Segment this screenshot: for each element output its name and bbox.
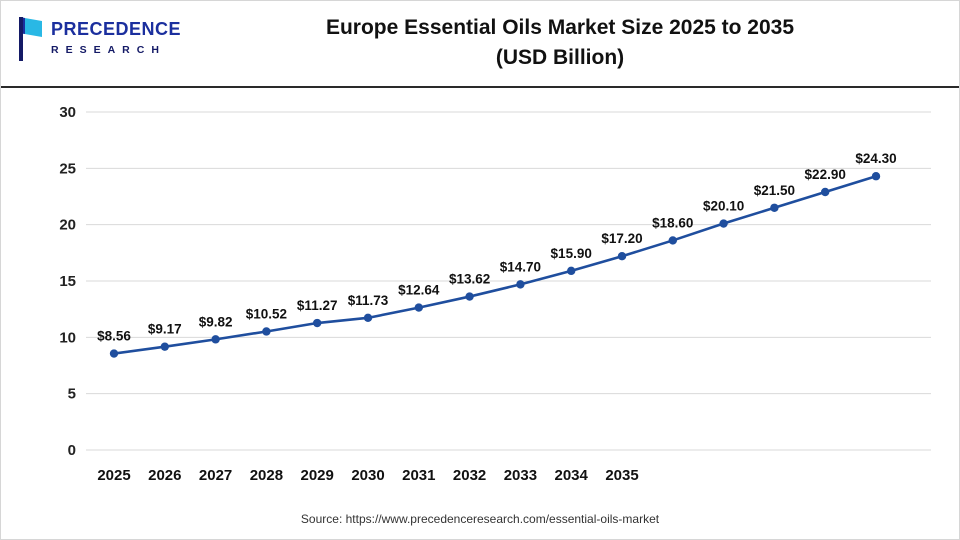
data-point-label: $14.70 bbox=[500, 259, 541, 274]
data-point bbox=[719, 219, 728, 228]
y-tick-label: 0 bbox=[68, 442, 76, 459]
data-point bbox=[617, 252, 627, 261]
data-point-label: $8.56 bbox=[97, 329, 131, 344]
data-point bbox=[871, 172, 881, 181]
line-chart: 0 5 10 15 20 25 30 2025 2026 2027 2028 2029 2030 2031… bbox=[1, 88, 960, 505]
data-point-label: $15.90 bbox=[551, 246, 592, 261]
logo-line1: PRECEDENCE bbox=[51, 19, 182, 39]
x-tick-label: 2035 bbox=[605, 467, 638, 484]
y-tick-label: 10 bbox=[59, 329, 76, 346]
data-point-label: $9.82 bbox=[199, 314, 233, 329]
data-point bbox=[313, 318, 322, 328]
data-point bbox=[821, 187, 830, 197]
data-point bbox=[160, 342, 169, 351]
logo-line2: RESEARCH bbox=[51, 44, 166, 56]
data-point-label: $21.50 bbox=[754, 183, 795, 198]
data-point bbox=[414, 303, 423, 312]
y-tick-label: 15 bbox=[59, 273, 76, 290]
data-point-label: $20.10 bbox=[703, 199, 744, 214]
data-point bbox=[363, 313, 373, 323]
data-point-label: $24.30 bbox=[855, 151, 896, 166]
data-point-label: $13.62 bbox=[449, 272, 490, 287]
footer: Source: https://www.precedenceresearch.c… bbox=[1, 505, 959, 539]
logo-text: PRECEDENCE RESEARCH bbox=[51, 15, 181, 56]
chart-title-line2: (USD Billion) bbox=[495, 46, 625, 69]
chart-title: Europe Essential Oils Market Size 2025 t… bbox=[161, 13, 959, 73]
x-tick-label: 2033 bbox=[504, 467, 537, 484]
y-tick-label: 5 bbox=[68, 386, 76, 403]
data-point-label: $18.60 bbox=[652, 215, 693, 230]
header: PRECEDENCE RESEARCH Europe Essential Oil… bbox=[1, 1, 959, 88]
y-tick-label: 25 bbox=[59, 160, 76, 177]
data-point-label: $10.52 bbox=[246, 306, 287, 321]
y-tick-label: 30 bbox=[59, 104, 76, 121]
data-point bbox=[262, 327, 271, 336]
data-point-label: $22.90 bbox=[805, 167, 846, 182]
y-tick-label: 20 bbox=[59, 217, 76, 234]
x-tick-label: 2026 bbox=[148, 467, 181, 484]
x-tick-label: 2034 bbox=[555, 467, 589, 484]
chart-title-line1: Europe Essential Oils Market Size 2025 t… bbox=[325, 16, 795, 39]
precedence-research-logo: PRECEDENCE RESEARCH bbox=[15, 15, 181, 63]
x-tick-label: 2027 bbox=[199, 467, 232, 484]
data-point-label: $12.64 bbox=[398, 283, 440, 298]
source-text: Source: https://www.precedenceresearch.c… bbox=[300, 512, 660, 526]
data-point bbox=[516, 280, 525, 289]
data-point-label: $9.17 bbox=[148, 322, 182, 337]
x-tick-label: 2031 bbox=[402, 467, 435, 484]
x-tick-label: 2032 bbox=[453, 467, 486, 484]
data-point bbox=[465, 292, 474, 301]
data-point bbox=[668, 236, 677, 245]
data-point bbox=[770, 203, 779, 212]
trend-line bbox=[112, 174, 878, 355]
data-point-label: $11.27 bbox=[297, 298, 338, 313]
data-point bbox=[211, 335, 220, 344]
x-tick-label: 2028 bbox=[250, 467, 283, 484]
data-point bbox=[567, 266, 576, 276]
data-point-label: $11.73 bbox=[348, 293, 389, 308]
x-tick-label: 2029 bbox=[301, 467, 334, 484]
data-point-label: $17.20 bbox=[601, 231, 642, 246]
x-tick-label: 2030 bbox=[351, 467, 384, 484]
data-point bbox=[109, 349, 119, 358]
x-tick-label: 2025 bbox=[97, 467, 130, 484]
logo-flag-icon bbox=[19, 17, 42, 61]
